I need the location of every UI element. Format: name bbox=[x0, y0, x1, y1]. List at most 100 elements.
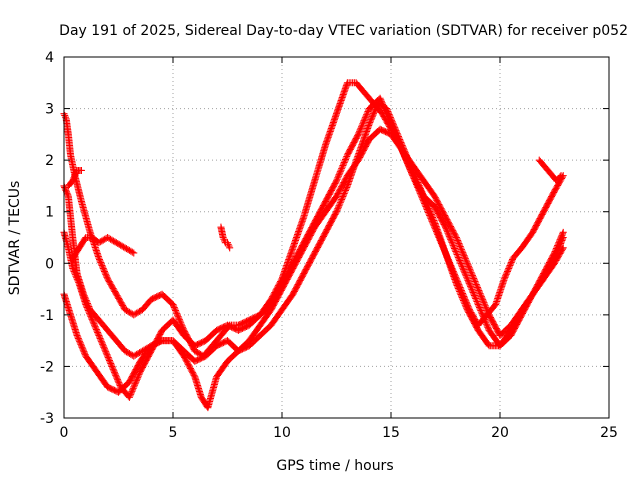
data-point bbox=[427, 209, 435, 217]
data-point bbox=[470, 276, 478, 284]
data-point bbox=[338, 165, 346, 173]
data-point bbox=[224, 240, 232, 248]
data-point bbox=[471, 293, 479, 301]
data-point bbox=[452, 247, 460, 255]
data-point bbox=[556, 173, 564, 181]
data-point bbox=[340, 191, 348, 199]
data-point bbox=[477, 291, 485, 299]
data-point bbox=[447, 235, 455, 243]
data-point bbox=[445, 232, 453, 240]
data-point bbox=[424, 203, 432, 211]
data-point bbox=[125, 393, 133, 401]
data-point bbox=[481, 317, 489, 325]
data-point bbox=[480, 314, 488, 322]
data-point bbox=[465, 264, 473, 272]
data-point bbox=[170, 304, 178, 312]
data-point bbox=[169, 301, 177, 309]
data-point bbox=[454, 254, 462, 262]
data-point bbox=[465, 262, 473, 270]
data-point bbox=[473, 298, 481, 306]
data-point bbox=[225, 242, 233, 250]
data-point bbox=[127, 389, 135, 397]
data-point bbox=[335, 171, 343, 179]
data-point bbox=[118, 242, 126, 250]
data-point bbox=[468, 285, 476, 293]
data-point bbox=[443, 228, 451, 236]
data-point bbox=[98, 237, 106, 245]
data-point bbox=[117, 241, 125, 249]
data-point bbox=[557, 172, 565, 180]
data-point bbox=[336, 169, 344, 177]
data-layer bbox=[60, 79, 567, 412]
data-point bbox=[472, 296, 480, 304]
data-point bbox=[383, 111, 391, 119]
data-point bbox=[469, 273, 477, 281]
data-point bbox=[474, 299, 482, 307]
data-point bbox=[339, 193, 347, 201]
y-tick-label: 0 bbox=[45, 256, 54, 272]
data-point bbox=[452, 234, 460, 241]
data-point bbox=[442, 223, 449, 231]
data-point bbox=[477, 307, 485, 315]
data-point bbox=[93, 327, 101, 335]
data-point bbox=[445, 231, 453, 239]
data-point bbox=[429, 215, 437, 223]
data-point bbox=[461, 253, 469, 261]
y-tick-label: -3 bbox=[40, 411, 54, 427]
data-point bbox=[99, 264, 107, 272]
data-point bbox=[557, 238, 565, 246]
data-point bbox=[555, 244, 563, 252]
data-point bbox=[120, 243, 128, 251]
data-point bbox=[463, 259, 471, 267]
data-point bbox=[365, 120, 373, 128]
data-point bbox=[333, 206, 341, 214]
data-point bbox=[175, 314, 183, 322]
data-point bbox=[173, 310, 181, 318]
data-point bbox=[460, 267, 468, 275]
data-point bbox=[484, 323, 492, 331]
data-point bbox=[105, 355, 113, 363]
data-point bbox=[127, 390, 135, 398]
data-point bbox=[462, 256, 470, 264]
data-point bbox=[124, 349, 132, 357]
data-point bbox=[552, 251, 560, 259]
y-tick-label: -1 bbox=[40, 308, 54, 324]
data-point bbox=[109, 364, 117, 372]
data-point bbox=[452, 249, 460, 257]
y-tick-label: 1 bbox=[45, 205, 54, 221]
data-point bbox=[450, 244, 458, 252]
data-point bbox=[507, 260, 515, 268]
data-point bbox=[104, 354, 112, 362]
data-point bbox=[125, 308, 133, 316]
data-point bbox=[502, 272, 510, 280]
data-point bbox=[105, 357, 113, 365]
data-point bbox=[368, 114, 376, 122]
x-tick-label: 15 bbox=[382, 425, 400, 441]
data-point bbox=[99, 342, 107, 350]
data-point bbox=[458, 263, 466, 271]
data-point bbox=[503, 267, 511, 275]
data-point bbox=[452, 232, 460, 240]
data-point bbox=[121, 347, 129, 355]
data-point bbox=[130, 311, 138, 319]
data-point bbox=[551, 254, 558, 262]
data-point bbox=[89, 318, 97, 326]
data-point bbox=[102, 348, 110, 356]
data-point bbox=[122, 307, 130, 315]
data-point bbox=[86, 309, 94, 317]
data-point bbox=[76, 337, 84, 345]
data-point bbox=[481, 302, 489, 310]
data-point bbox=[461, 255, 469, 263]
data-point bbox=[450, 243, 458, 251]
data-point bbox=[360, 117, 368, 125]
data-point bbox=[377, 96, 385, 104]
data-point bbox=[380, 103, 388, 111]
data-point bbox=[95, 331, 103, 339]
data-point bbox=[101, 269, 109, 277]
data-point bbox=[451, 246, 459, 254]
data-point bbox=[91, 323, 99, 331]
data-point bbox=[94, 329, 102, 337]
data-point bbox=[479, 311, 487, 319]
data-point bbox=[73, 274, 81, 282]
data-point bbox=[458, 292, 466, 300]
